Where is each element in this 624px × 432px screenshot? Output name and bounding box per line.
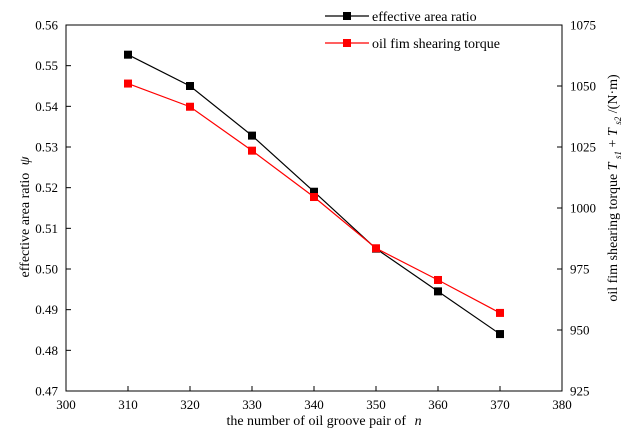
x-tick-label: 370 (490, 397, 510, 412)
legend-marker-2 (343, 39, 351, 47)
x-tick-label: 330 (242, 397, 262, 412)
series-1-point (310, 187, 318, 196)
series-2-point (124, 79, 132, 88)
y-right-tick-label: 1075 (570, 18, 596, 33)
series-1-point (186, 82, 194, 90)
y-left-tick-label: 0.54 (35, 99, 58, 114)
x-tick-label: 300 (56, 397, 76, 412)
series-1-point (248, 131, 256, 140)
legend-label-1: effective area ratio (372, 10, 477, 25)
y-right-tick-label: 1050 (570, 79, 596, 94)
x-tick-label: 380 (552, 397, 572, 412)
series-2-point (310, 193, 318, 202)
plot-frame (65, 24, 563, 392)
y-right-tick-label: 975 (570, 262, 590, 277)
y-axis-right-title-variable-2: T (606, 127, 621, 136)
y-left-tick-label: 0.53 (35, 140, 58, 155)
y-axis-left-title-variable: ψ (18, 156, 33, 165)
x-tick-label: 310 (118, 397, 138, 412)
y-axis-right-title-unit: /(N·m) (606, 74, 621, 113)
y-axis-right-title-text: oil fim shearing torque (606, 174, 621, 302)
y-right-tick-label: 950 (570, 323, 590, 338)
x-axis-title-text: the number of oil groove pair of (226, 414, 406, 429)
y-left-tick-label: 0.50 (35, 262, 58, 277)
y-left-tick-label: 0.47 (35, 384, 58, 399)
y-left-tick-label: 0.51 (35, 221, 58, 236)
y-left-tick-label: 0.55 (35, 58, 58, 73)
y-left-tick-label: 0.52 (35, 180, 58, 195)
legend-marker-1 (343, 12, 351, 20)
y-axis-right-title-plus: + (606, 139, 621, 147)
series-1-point (434, 287, 442, 296)
series-2-point (248, 146, 256, 155)
y-right-tick-label: 1000 (570, 201, 596, 216)
x-axis-title-variable: n (415, 414, 422, 429)
y-right-tick-label: 925 (570, 384, 590, 399)
series-2-point (186, 102, 194, 111)
x-tick-label: 320 (180, 397, 200, 412)
y-left-tick-label: 0.49 (35, 302, 58, 317)
x-tick-label: 350 (366, 397, 386, 412)
series-2-point (496, 308, 504, 317)
series-2-point (372, 244, 380, 253)
y-axis-right-title-sub1: s1 (613, 151, 623, 159)
y-axis-right-title: oil fim shearing torque T s1 + T s2 /(N·… (606, 74, 624, 302)
y-left-tick-label: 0.56 (35, 18, 58, 33)
series-2-point (434, 275, 442, 284)
series-1-point (124, 50, 132, 59)
x-tick-label: 360 (428, 397, 448, 412)
x-axis-title: the number of oil groove pair of n (226, 414, 421, 429)
legend-label-2: oil fim shearing torque (372, 37, 500, 52)
y-left-tick-label: 0.48 (35, 343, 58, 358)
y-axis-left-title: effective area ratio ψ (18, 156, 33, 277)
y-axis-right-title-sub2: s2 (613, 116, 623, 125)
x-tick-label: 340 (304, 397, 324, 412)
y-axis-right-title-variable: T (606, 161, 621, 170)
series-1-point (496, 330, 504, 339)
y-axis-left-title-text: effective area ratio (18, 173, 33, 278)
y-right-tick-label: 1025 (570, 140, 596, 155)
